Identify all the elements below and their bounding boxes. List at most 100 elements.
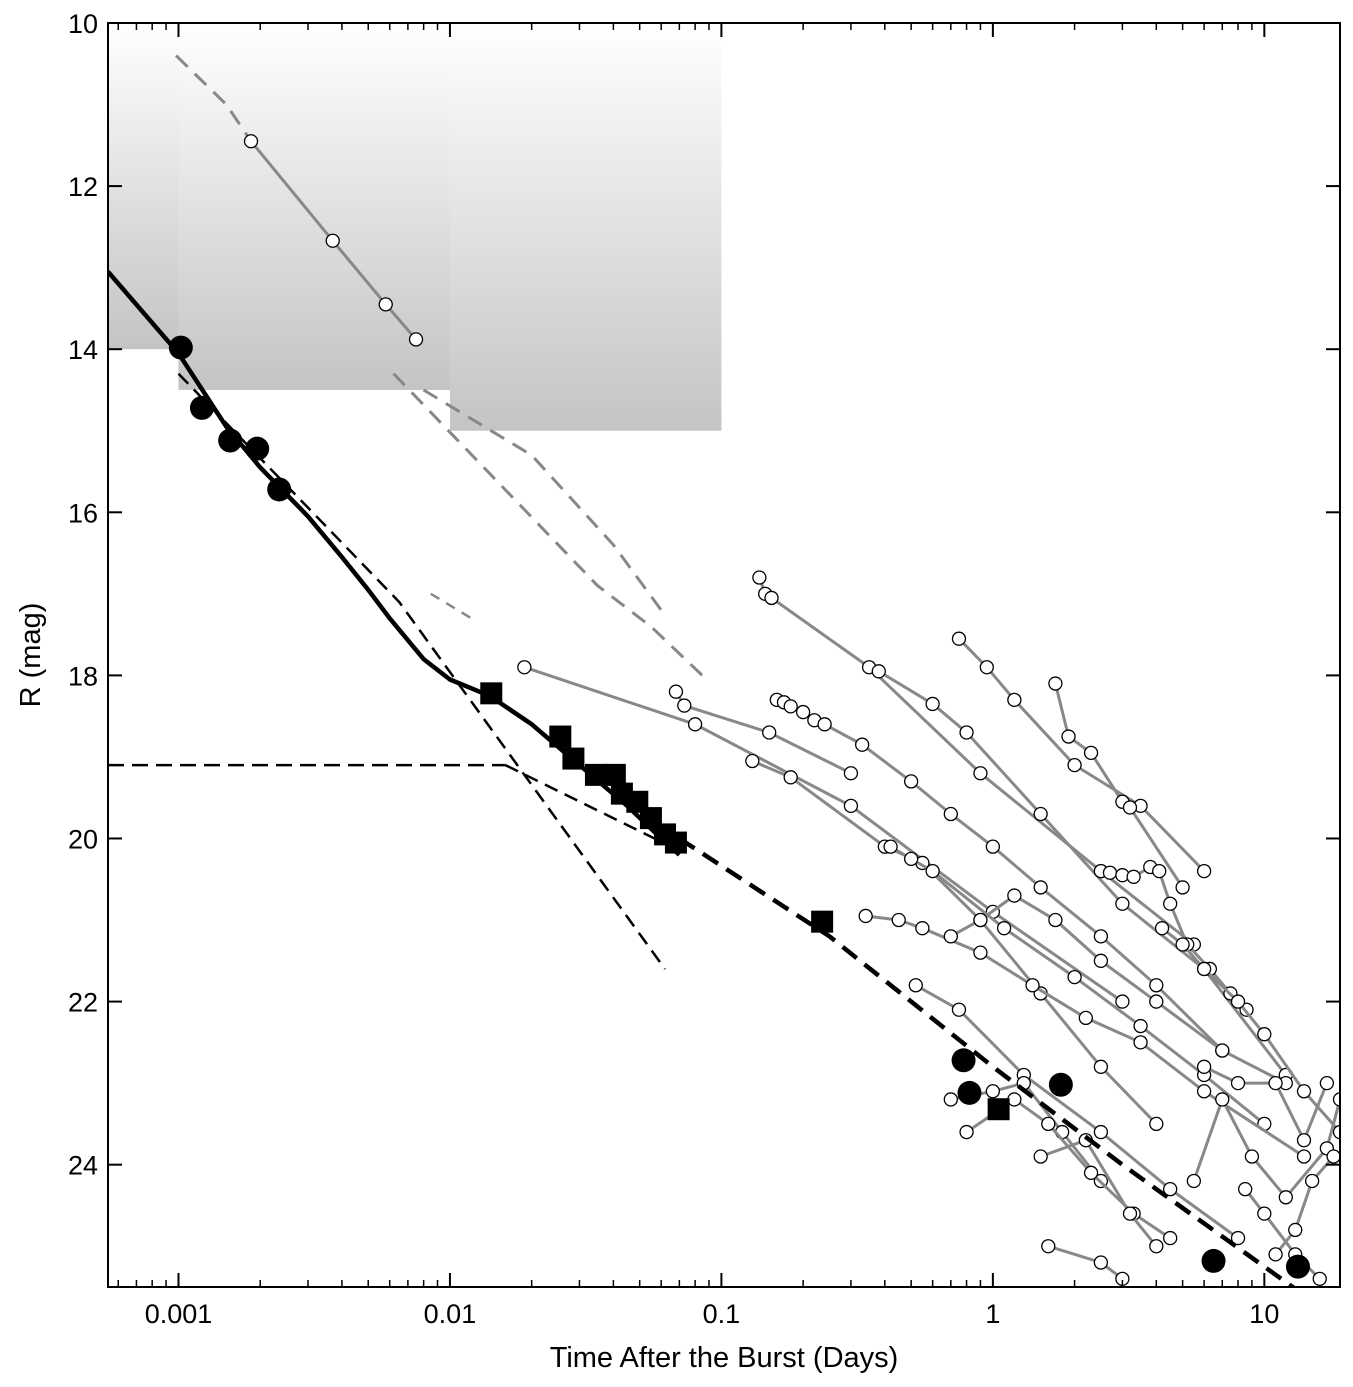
main-burst-square-point [480, 682, 503, 705]
other-burst-point [1149, 1116, 1164, 1132]
x-tick-label: 10 [1249, 1299, 1279, 1329]
other-burst-point [1007, 692, 1022, 708]
other-burst-point [1093, 953, 1109, 968]
other-burst-point [1296, 1084, 1312, 1099]
other-burst-point [985, 839, 1001, 854]
forward-shock-model-line [504, 763, 680, 852]
main-burst-circle-point [1285, 1254, 1310, 1279]
y-tick-label: 14 [68, 335, 98, 365]
main-burst-circle-point [245, 436, 270, 461]
other-burst-point [1093, 1255, 1109, 1270]
other-burst-point [1048, 912, 1063, 928]
other-burst-line [1047, 1244, 1124, 1280]
other-burst-point [762, 725, 777, 740]
other-burst-point [1230, 1230, 1246, 1246]
other-burst-point [903, 851, 919, 867]
other-burst-point [1186, 1173, 1201, 1189]
other-burst-point [1115, 994, 1130, 1009]
other-burst-point [1175, 937, 1190, 952]
plot-frame [107, 22, 1341, 1288]
other-burst-line [915, 983, 1239, 1240]
other-burst-point [973, 912, 988, 928]
other-burst-point [783, 699, 798, 714]
other-burst-point [1025, 978, 1040, 993]
other-burst-point [1007, 888, 1022, 903]
other-burst-point [979, 660, 994, 675]
other-burst-point [1230, 994, 1246, 1009]
other-burst-point [1133, 1035, 1148, 1050]
shaded-limit-region [449, 23, 722, 431]
faint-dashed-line [430, 592, 473, 620]
x-axis-title: Time After the Burst (Days) [550, 1342, 899, 1374]
other-burst-point [1296, 1133, 1312, 1148]
other-burst-line [249, 140, 418, 341]
other-burst-point [973, 945, 988, 960]
other-burst-point [925, 696, 940, 712]
other-burst-line [674, 690, 852, 775]
other-burst-line [957, 637, 1206, 873]
main-burst-circle-point [189, 395, 214, 420]
other-burst-point [1163, 1230, 1178, 1246]
other-burst-point [908, 978, 923, 993]
other-burst-point [1312, 1271, 1327, 1286]
other-burst-point [1257, 1027, 1272, 1042]
other-burst-point [243, 134, 259, 149]
other-burst-point [996, 921, 1012, 936]
other-burst-point [1244, 1149, 1260, 1164]
other-burst-point [1133, 1018, 1148, 1034]
other-burst-point [843, 766, 859, 781]
other-burst-point [1126, 869, 1141, 884]
other-burst-point [1268, 1075, 1283, 1091]
other-burst-line [1053, 683, 1184, 889]
main-burst-square-point [603, 763, 626, 786]
other-burst-point [1175, 880, 1190, 895]
late-decay-model-line [678, 836, 1297, 1287]
other-burst-point [1196, 961, 1212, 977]
other-burst-point [1238, 1181, 1253, 1197]
main-burst-square-point [664, 831, 687, 854]
other-burst-point [855, 737, 870, 752]
y-tick-label: 10 [68, 9, 98, 39]
other-burst-point [943, 806, 958, 822]
axes: 10 12 14 16 18 20 22 24 0.001 0.01 0.1 1 10 [68, 9, 1341, 1329]
other-burst-point [783, 770, 798, 785]
other-burst-point [883, 839, 898, 854]
other-burst-point [915, 921, 930, 936]
x-tick-label: 0.1 [703, 1299, 741, 1329]
other-burst-point [1061, 729, 1076, 744]
main-burst-square-point [562, 747, 585, 770]
other-burst-point [1041, 1116, 1056, 1132]
y-tick-label: 20 [68, 824, 98, 854]
other-burst-point [1296, 1149, 1312, 1164]
other-burst-point [1257, 1206, 1272, 1221]
shaded-limit-regions [108, 23, 722, 431]
other-burst-point [1319, 1075, 1335, 1091]
other-burst-point [1154, 921, 1170, 936]
other-burst-point [668, 684, 684, 699]
y-tick-label: 24 [68, 1151, 98, 1181]
other-burst-point [1196, 1059, 1212, 1074]
other-burst-point [378, 297, 393, 312]
other-burst-point [903, 774, 919, 789]
other-burst-point [1152, 863, 1167, 879]
other-burst-point [1041, 1239, 1056, 1254]
other-burst-point [1078, 1010, 1093, 1026]
other-burst-point [1093, 929, 1109, 944]
other-burst-point [985, 1084, 1001, 1099]
main-burst-circle-point [957, 1080, 982, 1105]
other-burst-point [891, 912, 906, 928]
main-burst-square-point [584, 763, 607, 786]
y-tick-label: 12 [68, 172, 98, 202]
other-burst-point [1230, 1075, 1246, 1091]
other-burst-point [1268, 1247, 1283, 1262]
other-burst-point [1033, 806, 1048, 822]
other-burst-point [1149, 994, 1164, 1009]
other-burst-point [1122, 800, 1138, 815]
other-burst-line [392, 372, 704, 677]
other-burst-point [1083, 1165, 1099, 1180]
x-tick-label: 1 [985, 1299, 1000, 1329]
other-burst-point [1215, 1092, 1230, 1107]
x-tick-label: 0.001 [145, 1299, 213, 1329]
other-burst-point [1288, 1222, 1303, 1238]
